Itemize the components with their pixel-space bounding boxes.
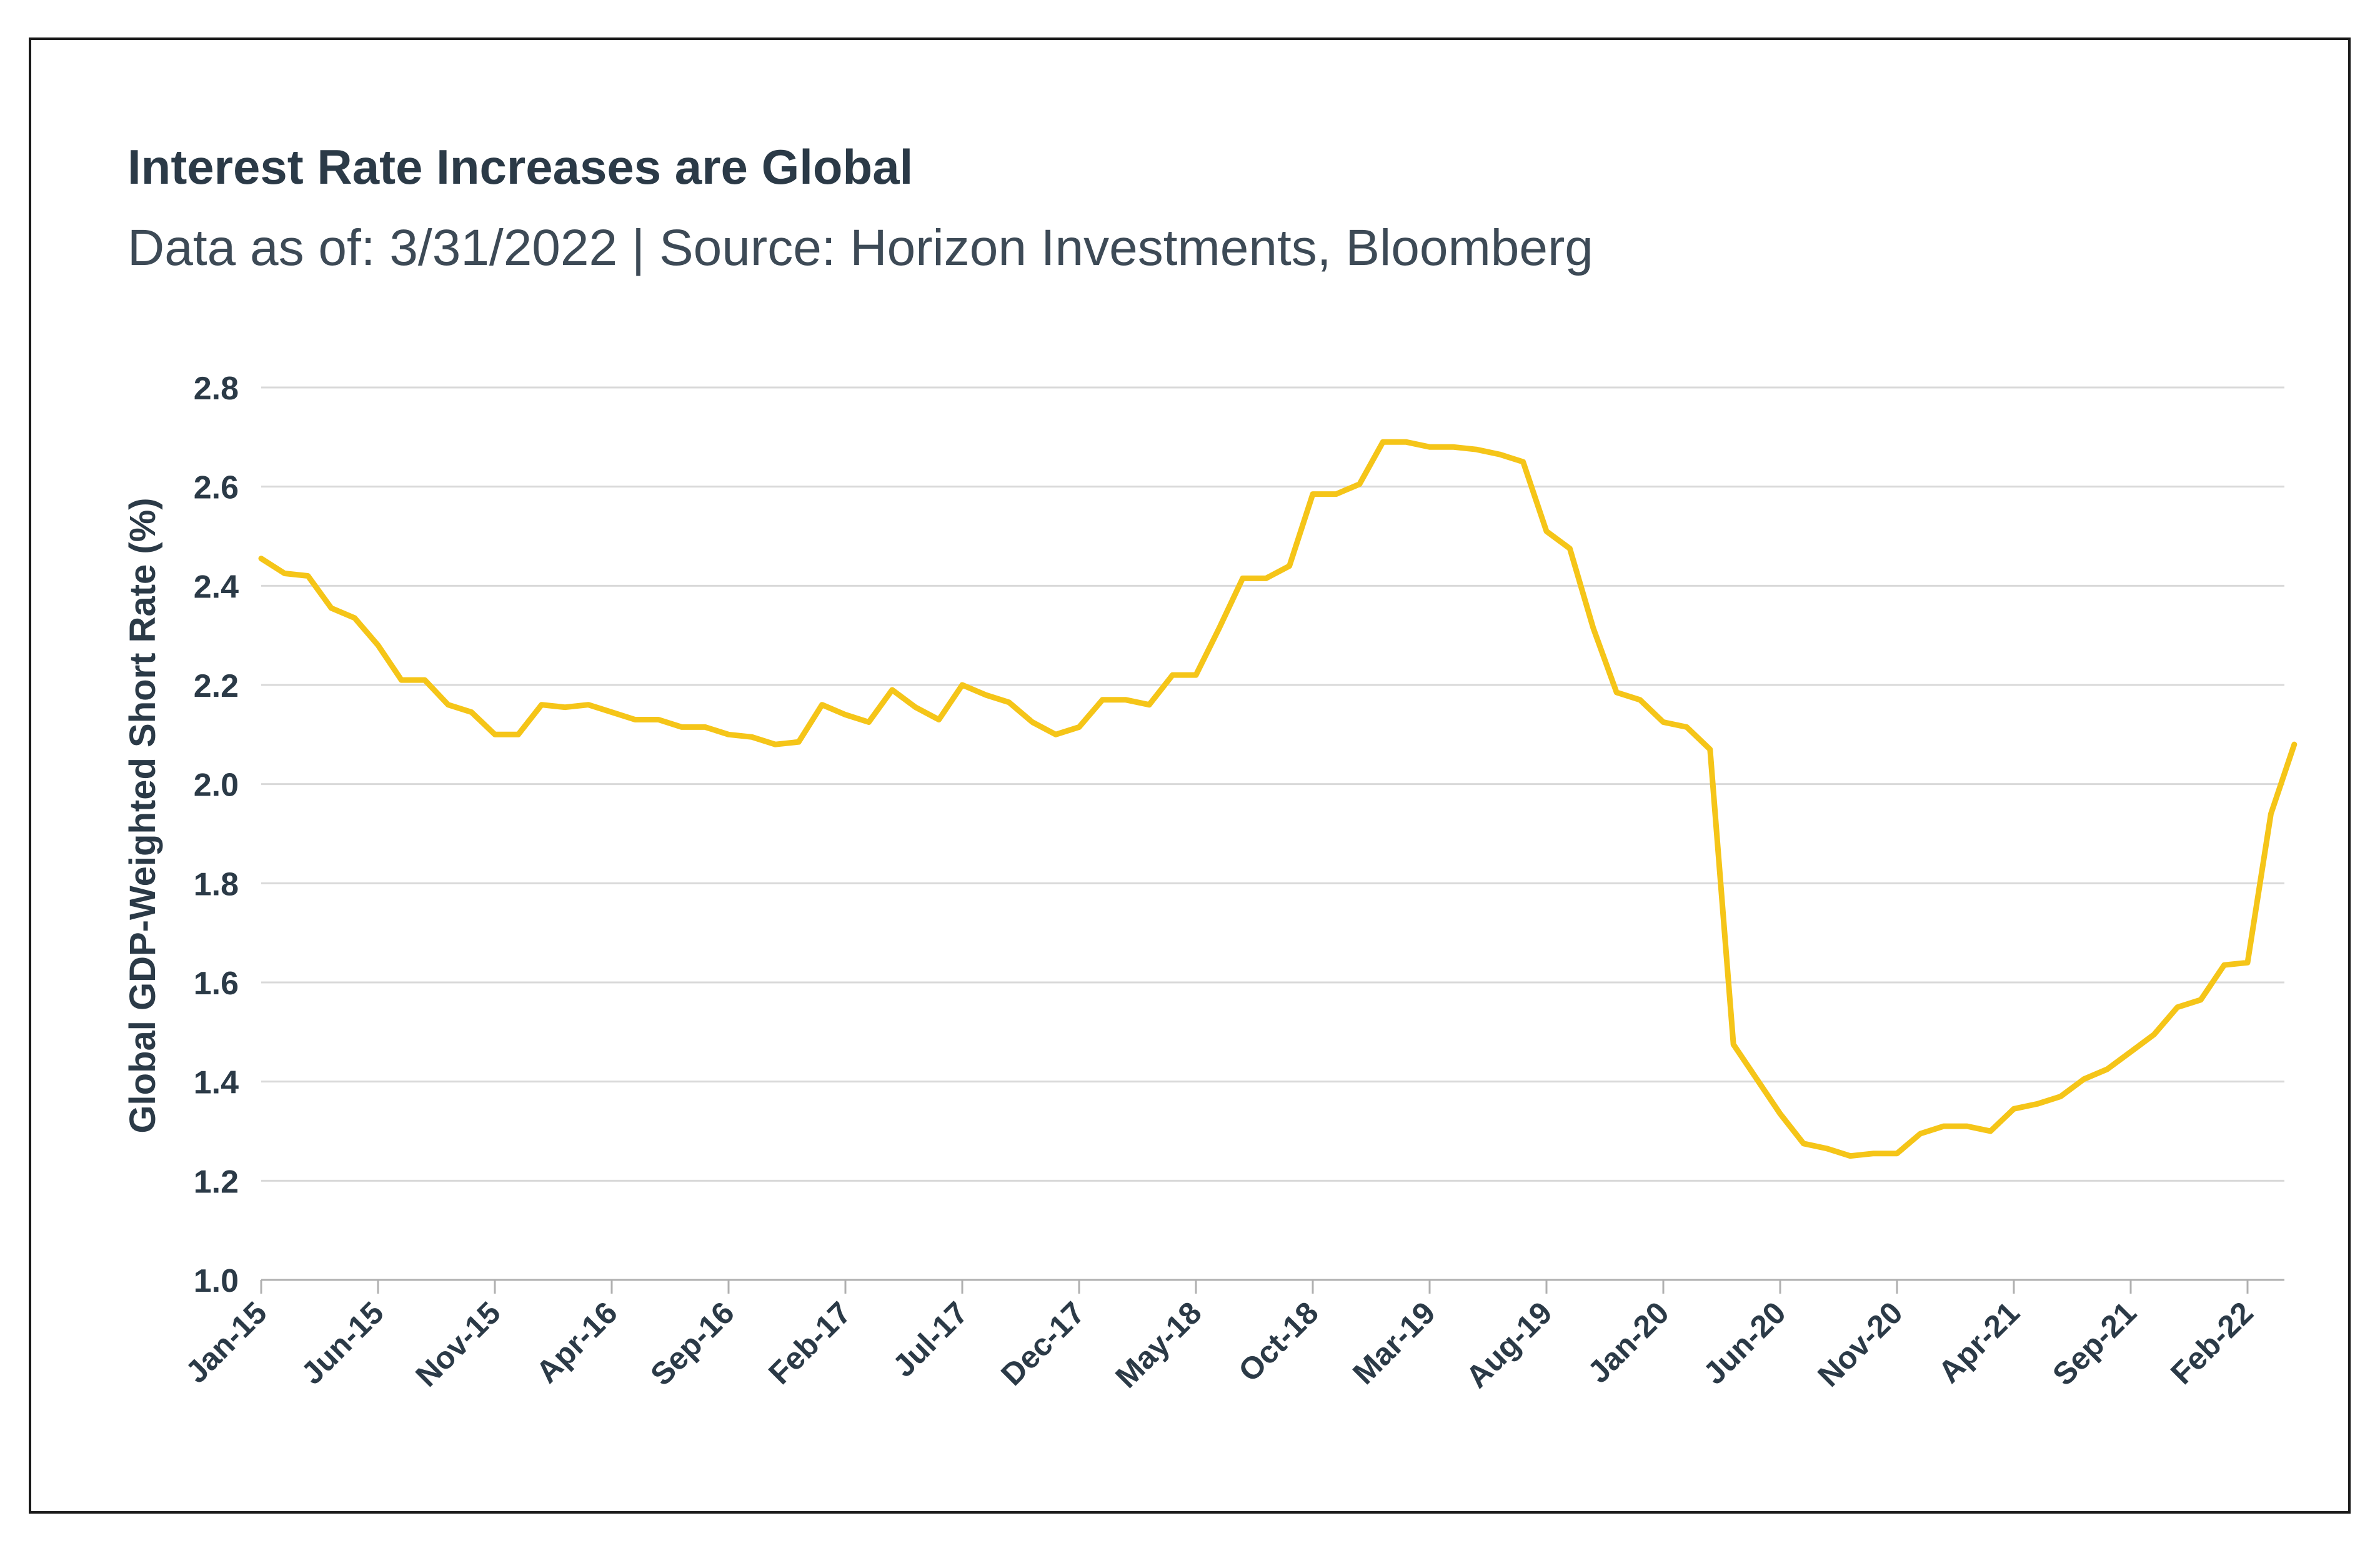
chart-subtitle: Data as of: 3/31/2022 | Source: Horizon … — [127, 219, 1593, 276]
y-axis-label: Global GDP-Weighted Short Rate (%) — [122, 497, 163, 1133]
x-tick-label: Dec-17 — [994, 1295, 1092, 1392]
x-tick-label: Aug-19 — [1459, 1295, 1558, 1394]
y-tick-label: 1.6 — [194, 966, 239, 1002]
x-tick-label: Sep-16 — [644, 1295, 741, 1392]
y-tick-label: 2.6 — [194, 470, 239, 506]
y-tick-labels: 1.0 1.2 1.4 1.6 1.8 2.0 2.2 2.4 2.6 2.8 — [194, 371, 239, 1299]
x-axis — [260, 1279, 2284, 1294]
x-tick-label: Jul-17 — [886, 1295, 975, 1384]
y-tick-label: 2.0 — [194, 767, 239, 804]
x-tick-labels: Jan-15 Jun-15 Nov-15 Apr-16 Sep-16 Feb-17 Jul-… — [179, 1295, 2260, 1394]
x-tick-label: Jun-15 — [294, 1295, 391, 1391]
y-tick-label: 1.2 — [194, 1164, 239, 1200]
gridlines — [261, 386, 2284, 1182]
y-tick-label: 1.8 — [194, 866, 239, 902]
x-tick-label: Mar-19 — [1346, 1295, 1442, 1391]
y-tick-label: 2.4 — [194, 569, 239, 605]
x-tick-label: Oct-18 — [1232, 1295, 1325, 1389]
x-tick-label: May-18 — [1108, 1295, 1208, 1394]
x-tick-label: Jun-20 — [1696, 1295, 1793, 1391]
x-tick-label: Feb-22 — [2164, 1295, 2260, 1391]
x-tick-label: Apr-16 — [529, 1295, 624, 1390]
x-tick-label: Feb-17 — [762, 1295, 858, 1391]
series-line — [258, 439, 2298, 1159]
x-tick-label: Sep-21 — [2046, 1295, 2143, 1392]
chart-title: Interest Rate Increases are Global — [127, 139, 914, 194]
y-tick-label: 1.4 — [194, 1065, 239, 1101]
x-tick-label: Nov-20 — [1811, 1295, 1909, 1393]
x-tick-label: Nov-15 — [409, 1295, 507, 1393]
chart-frame — [29, 37, 2351, 1514]
x-tick-label: Jan-20 — [1581, 1295, 1676, 1390]
x-tick-label: Jan-15 — [179, 1295, 274, 1390]
series-group — [258, 439, 2298, 1159]
x-tick-label: Apr-21 — [1931, 1295, 2026, 1390]
y-tick-label: 2.2 — [194, 668, 239, 704]
y-tick-label: 2.8 — [194, 371, 239, 407]
y-tick-label: 1.0 — [194, 1263, 239, 1299]
